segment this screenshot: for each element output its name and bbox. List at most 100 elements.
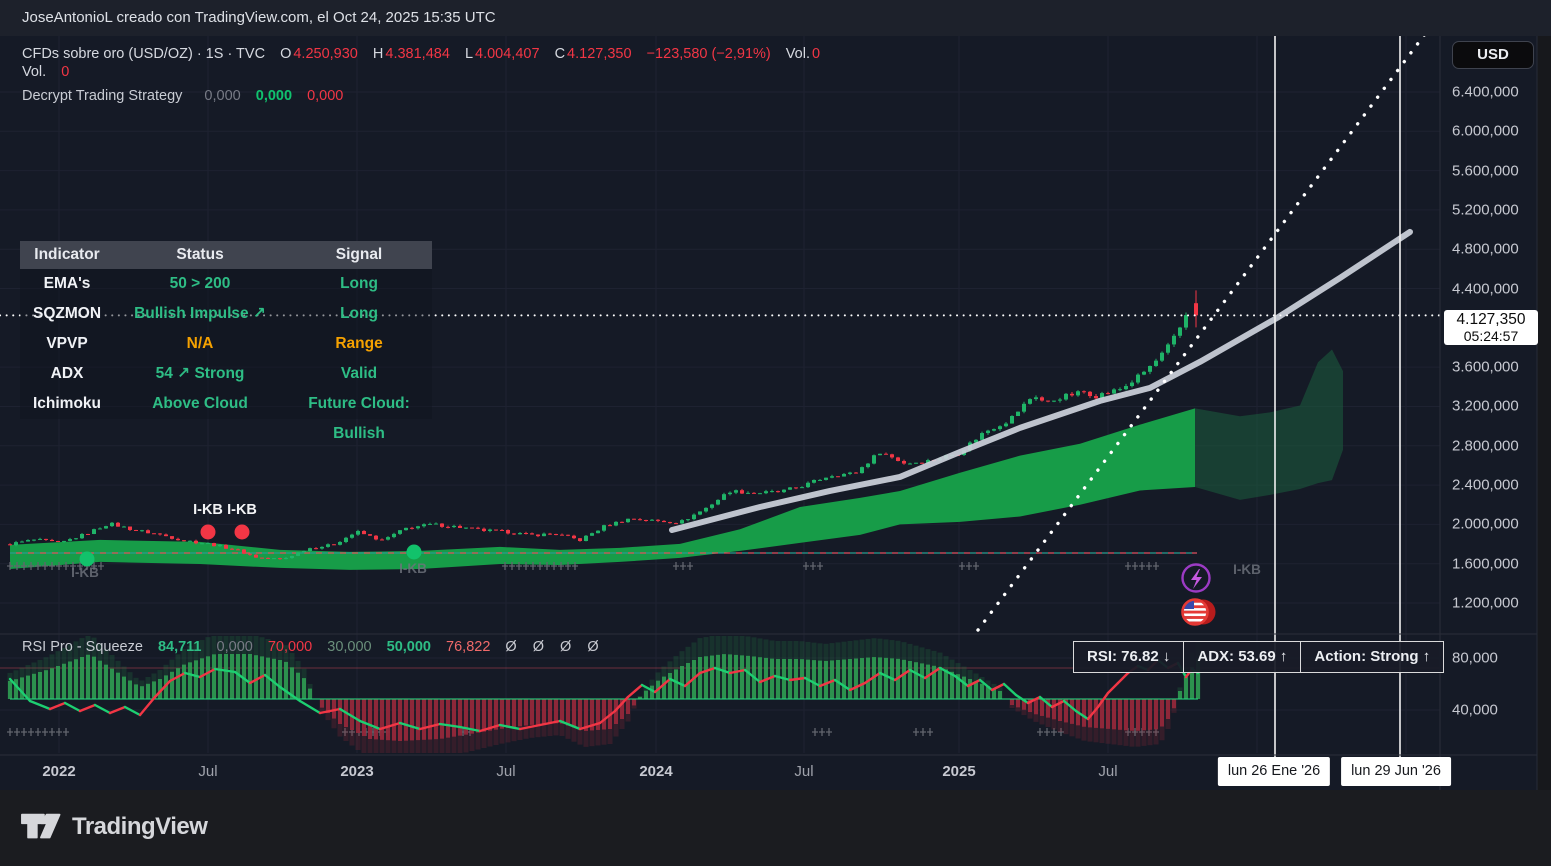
price-tick-label: 1.200,000 xyxy=(1452,594,1519,612)
price-tick-label: 2.800,000 xyxy=(1452,437,1519,455)
row-emas-status: 50 > 200 xyxy=(169,275,231,292)
rsi-value-4: 30,000 xyxy=(327,639,372,655)
strategy-legend[interactable]: Decrypt Trading Strategy 0,000 0,000 0,0… xyxy=(22,88,345,104)
rsi-empty-slots: Ø Ø Ø Ø xyxy=(505,639,605,655)
rsi-status-badge: RSI: 76.82 ↓ xyxy=(1073,641,1185,673)
tradingview-logo-icon xyxy=(21,813,61,839)
attribution-bar: JoseAntonioL creado con TradingView.com,… xyxy=(0,0,1551,36)
chart-stage: I-KB I-KB I-KB I-KB I-KB CFDs sobre oro (USD… xyxy=(0,0,1551,790)
rsi-value-6: 76,822 xyxy=(446,639,491,655)
price-tick-label: 2.400,000 xyxy=(1452,476,1519,494)
footer-bar: TradingView xyxy=(0,790,1551,866)
ohlc-open-value: 4.250,930 xyxy=(293,46,358,62)
ohlc-low-value: 4.004,407 xyxy=(475,46,540,62)
row-vpvp-status: N/A xyxy=(186,335,214,352)
rsi-value-2: 0,000 xyxy=(216,639,253,655)
status-badges: RSI: 76.82 ↓ ADX: 53.69 ↑ Action: Strong… xyxy=(1073,641,1445,673)
ohlc-change: −123,580 (−2,91%) xyxy=(646,46,771,62)
vol-value: 0 xyxy=(811,46,821,62)
row-sqzmon-name: SQZMON xyxy=(32,305,102,322)
symbol-legend[interactable]: CFDs sobre oro (USD/OZ) · 1S · TVC O 4.25… xyxy=(22,46,822,62)
action-status-badge: Action: Strong ↑ xyxy=(1300,641,1445,673)
ikb-label: I-KB xyxy=(227,502,257,518)
header-indicator: Indicator xyxy=(34,246,100,263)
strategy-value-1: 0,000 xyxy=(204,88,241,104)
table-row-adx: ADX 54 ↗ Strong Valid xyxy=(20,359,432,389)
tradingview-brand[interactable]: TradingView xyxy=(20,808,208,846)
row-vpvp-name: VPVP xyxy=(46,335,88,352)
strategy-name[interactable]: Decrypt Trading Strategy xyxy=(22,88,183,104)
indicator-summary-table: Indicator Status Signal EMA's 50 > 200 L… xyxy=(20,241,432,442)
chart-canvas[interactable]: I-KB I-KBI-KB I-KB I-KB xyxy=(0,0,1551,790)
gray-curve-projection xyxy=(669,228,1413,533)
volume-legend[interactable]: Vol. 0 xyxy=(22,64,71,80)
time-axis[interactable]: lun 26 Ene '26 lun 29 Jun '26 2022 Jul 202… xyxy=(0,755,1537,790)
last-price-value: 4.127,350 xyxy=(1456,311,1526,328)
ichimoku-future-cloud xyxy=(1195,349,1343,500)
vol-label: Vol. xyxy=(785,46,810,62)
row-emas-name: EMA's xyxy=(43,275,91,292)
price-tick-label: 4.400,000 xyxy=(1452,280,1519,298)
ohlc-open-label: O xyxy=(280,46,292,62)
rsi-value-3: 70,000 xyxy=(267,639,313,655)
ikb-green-dot xyxy=(79,551,95,567)
indicator-table-header: Indicator Status Signal xyxy=(20,241,432,269)
price-tick-label: 4.800,000 xyxy=(1452,240,1519,258)
row-adx-signal: Valid xyxy=(340,365,378,382)
row-vpvp-signal: Range xyxy=(335,335,383,352)
time-tick-label: 2024 xyxy=(639,763,673,780)
ohlc-high-label: H xyxy=(372,46,384,62)
rsi-legend-title[interactable]: RSI Pro - Squeeze xyxy=(22,639,143,655)
time-tick-label: Jul xyxy=(794,763,814,780)
currency-toggle-button[interactable]: USD xyxy=(1452,41,1534,69)
vol2-value: 0 xyxy=(61,64,70,80)
usa-flag-icon xyxy=(1181,598,1216,626)
ikb-faint-label: I-KB xyxy=(399,561,427,576)
ikb-faint-label: I-KB xyxy=(71,565,99,580)
price-tick-label: 2.000,000 xyxy=(1452,515,1519,533)
table-row-vpvp: VPVP N/A Range xyxy=(20,329,432,359)
table-row-sqzmon: SQZMON Bullish Impulse ↗ Long xyxy=(20,299,432,329)
vol2-label: Vol. xyxy=(22,64,47,80)
row-ichimoku-signal: Future Cloud: Bullish xyxy=(308,395,410,442)
header-status: Status xyxy=(176,246,224,263)
rsi-value-5: 50,000 xyxy=(386,639,431,655)
ohlc-high-value: 4.381,484 xyxy=(385,46,450,62)
lightning-icon xyxy=(1181,563,1211,593)
rsi-tick-label: 40,000 xyxy=(1452,701,1498,719)
ikb-red-dot xyxy=(234,524,250,540)
row-ichimoku-status: Above Cloud xyxy=(152,395,248,412)
price-tick-label: 6.400,000 xyxy=(1452,83,1519,101)
ohlc-close-label: C xyxy=(554,46,566,62)
rsi-pane-legend[interactable]: RSI Pro - Squeeze 84,711 0,000 70,000 30… xyxy=(22,639,616,655)
price-tick-label: 3.200,000 xyxy=(1452,397,1519,415)
time-tick-label: 2023 xyxy=(340,763,374,780)
attribution-text: JoseAntonioL creado con TradingView.com,… xyxy=(22,9,496,26)
ikb-faint-label: I-KB xyxy=(1233,562,1261,577)
rsi-value-1: 84,711 xyxy=(157,639,202,655)
price-tick-label: 6.000,000 xyxy=(1452,122,1519,140)
price-axis[interactable]: USD 4.127,350 05:24:57 6.400,000 6.000,00… xyxy=(1440,36,1538,790)
price-tick-label: 5.600,000 xyxy=(1452,162,1519,180)
ichimoku-cloud xyxy=(10,408,1195,570)
symbol-title[interactable]: CFDs sobre oro (USD/OZ) · 1S · TVC xyxy=(22,46,266,62)
row-ichimoku-name: Ichimoku xyxy=(32,395,102,412)
time-tick-label: Jul xyxy=(198,763,218,780)
tradingview-brand-text: TradingView xyxy=(72,813,208,840)
bar-countdown: 05:24:57 xyxy=(1463,328,1519,344)
ikb-green-dot xyxy=(406,544,422,560)
price-tick-label: 3.600,000 xyxy=(1452,358,1519,376)
row-sqzmon-status: Bullish Impulse ↗ xyxy=(134,305,266,322)
time-tick-label: Jul xyxy=(1098,763,1118,780)
row-emas-signal: Long xyxy=(340,275,378,292)
ohlc-close-value: 4.127,350 xyxy=(567,46,632,62)
ikb-red-dot xyxy=(200,524,216,540)
time-tick-label: Jul xyxy=(496,763,516,780)
future-date-badge-1: lun 26 Ene '26 xyxy=(1217,757,1331,786)
price-tick-label: 1.600,000 xyxy=(1452,555,1519,573)
ohlc-low-label: L xyxy=(464,46,474,62)
rsi-tick-label: 80,000 xyxy=(1452,649,1498,667)
time-tick-label: 2022 xyxy=(42,763,76,780)
future-date-badge-2: lun 29 Jun '26 xyxy=(1341,757,1451,786)
price-tick-label: 5.200,000 xyxy=(1452,201,1519,219)
